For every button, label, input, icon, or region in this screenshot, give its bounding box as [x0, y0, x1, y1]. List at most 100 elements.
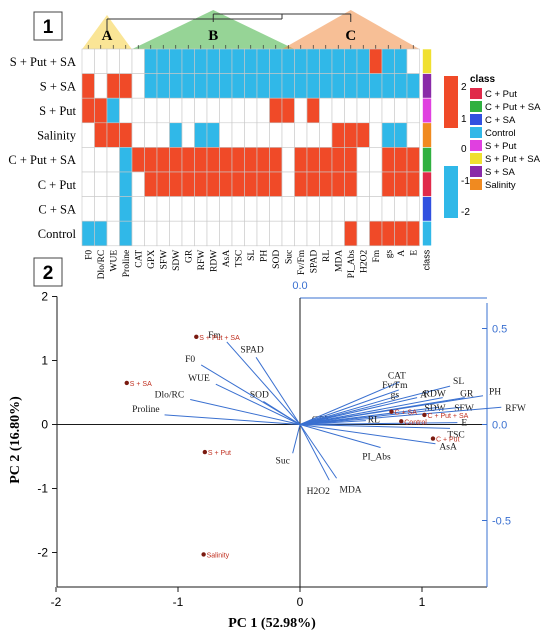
- heatmap-cell: [281, 171, 295, 197]
- heatmap-cell: [81, 48, 95, 74]
- y-tick-label: 0: [41, 418, 48, 432]
- class-legend-title: class: [470, 74, 495, 85]
- heatmap-cell: [294, 97, 308, 124]
- heatmap-cell: [206, 97, 220, 124]
- heatmap-cell: [169, 196, 183, 222]
- heatmap-cell: [256, 122, 270, 148]
- heatmap-cell: [206, 48, 220, 74]
- class-strip-cell: [422, 97, 432, 124]
- column-label: Dlo/RC: [97, 250, 107, 280]
- heatmap-cell: [119, 171, 133, 197]
- secondary-y-tick-label: -0.5: [492, 516, 511, 528]
- heatmap-cell: [219, 171, 233, 197]
- heatmap-cell: [369, 220, 383, 247]
- heatmap-cell: [231, 73, 245, 99]
- heatmap-cell: [181, 220, 195, 247]
- heatmap-cell: [381, 122, 395, 148]
- heatmap-cell: [244, 122, 258, 148]
- loading-vector: [299, 385, 451, 425]
- loading-vector: [299, 424, 451, 429]
- heatmap-cell: [144, 171, 158, 197]
- heatmap: A B C S + Put + SA S + SA S + Put Salinity C + …: [8, 10, 541, 279]
- heatmap-cell: [281, 97, 295, 124]
- heatmap-cell: [381, 48, 395, 74]
- loading-vector: [299, 424, 381, 449]
- heatmap-cell: [281, 196, 295, 222]
- loading-vector: [190, 399, 301, 425]
- secondary-y-tick-label: 0.5: [492, 324, 507, 336]
- heatmap-cell: [144, 196, 158, 222]
- heatmap-cell: [369, 48, 383, 74]
- row-label: S + Put: [39, 104, 76, 118]
- heatmap-cell: [131, 48, 145, 74]
- heatmap-cell: [119, 220, 133, 247]
- cluster-label-a: A: [102, 28, 113, 44]
- class-strip-cell: [422, 48, 432, 74]
- heatmap-cell: [231, 196, 245, 222]
- column-label: gs: [385, 250, 395, 259]
- heatmap-cell: [244, 220, 258, 247]
- class-legend-swatch: [470, 127, 482, 138]
- heatmap-cell: [81, 73, 95, 99]
- heatmap-cell: [406, 147, 420, 173]
- heatmap-cell: [194, 171, 208, 197]
- column-label: H2O2: [360, 250, 370, 273]
- column-label: SDW: [172, 250, 182, 271]
- heatmap-cell: [206, 122, 220, 148]
- heatmap-cell: [381, 196, 395, 222]
- heatmap-cell: [319, 48, 333, 74]
- heatmap-cell: [369, 196, 383, 222]
- heatmap-cell: [294, 171, 308, 197]
- heatmap-cell: [381, 220, 395, 247]
- heatmap-cell: [206, 147, 220, 173]
- heatmap-cell: [131, 220, 145, 247]
- loading-vector-label: PI_Abs: [362, 453, 391, 463]
- heatmap-cell: [406, 73, 420, 99]
- heatmap-cell: [131, 147, 145, 173]
- class-legend-label: C + Put + SA: [485, 102, 541, 113]
- column-label: A: [397, 250, 407, 257]
- heatmap-cell: [394, 196, 408, 222]
- class-legend-label: C + Put: [485, 89, 517, 100]
- heatmap-cell: [306, 122, 320, 148]
- heatmap-cell: [344, 220, 358, 247]
- heatmap-cell: [319, 171, 333, 197]
- heatmap-cell: [81, 196, 95, 222]
- heatmap-cell: [219, 73, 233, 99]
- heatmap-cell: [256, 171, 270, 197]
- heatmap-cell: [244, 196, 258, 222]
- colorbar-tick-label: -1: [461, 176, 470, 187]
- heatmap-cell: [194, 48, 208, 74]
- column-label: WUE: [110, 250, 120, 272]
- loading-vector-label: gs: [391, 391, 400, 401]
- heatmap-cell: [381, 73, 395, 99]
- heatmap-cell: [119, 196, 133, 222]
- heatmap-cell: [169, 220, 183, 247]
- heatmap-cell: [131, 73, 145, 99]
- heatmap-cell: [269, 73, 283, 99]
- heatmap-cell: [244, 73, 258, 99]
- loading-vector-label: TSC: [447, 430, 464, 440]
- heatmap-cell: [106, 73, 120, 99]
- heatmap-cell: [219, 196, 233, 222]
- biplot: -2 -1 0 1 2 1 0 -1 -2 0.0 0.5 0.0 -0.5 PC 1 (52.98%) P…: [8, 280, 526, 631]
- class-column-label: class: [422, 249, 432, 270]
- heatmap-cell: [281, 73, 295, 99]
- heatmap-cell: [256, 196, 270, 222]
- sample-point-label: C + Put: [436, 437, 460, 444]
- heatmap-cell: [269, 220, 283, 247]
- heatmap-cell: [231, 97, 245, 124]
- heatmap-cell: [331, 122, 345, 148]
- loading-vector-label: SPAD: [240, 345, 264, 355]
- heatmap-cell: [344, 147, 358, 173]
- heatmap-cell: [194, 97, 208, 124]
- column-label: RL: [322, 250, 332, 262]
- column-label: SFW: [160, 250, 170, 270]
- heatmap-cell: [281, 122, 295, 148]
- heatmap-cell: [244, 97, 258, 124]
- row-label: C + Put: [38, 178, 77, 192]
- heatmap-cell: [306, 171, 320, 197]
- heatmap-cell: [244, 147, 258, 173]
- heatmap-cell: [194, 147, 208, 173]
- loading-vector-label: WUE: [188, 374, 210, 384]
